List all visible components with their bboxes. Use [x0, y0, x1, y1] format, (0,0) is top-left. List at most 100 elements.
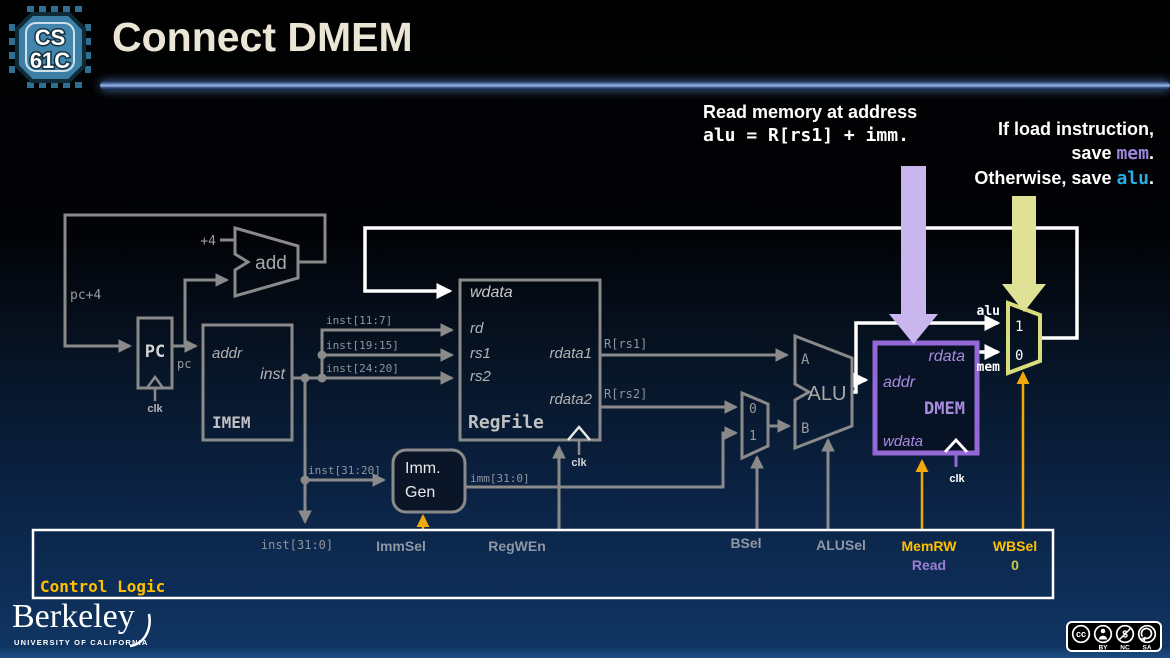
sa-label: SA	[1142, 645, 1151, 652]
alu-b-label: B	[801, 421, 809, 437]
cc-icon	[1071, 624, 1091, 644]
annotation-wb-line2: save mem.	[974, 141, 1154, 166]
sa-arrow-arc	[1140, 627, 1153, 640]
berkeley-subtitle: UNIVERSITY OF CALIFORNIA	[14, 638, 149, 647]
pc-plus4-label: pc+4	[70, 288, 101, 303]
add-block-shape	[233, 226, 300, 298]
logo-line1: CS	[35, 25, 66, 50]
pc-out-label: pc	[177, 357, 191, 371]
imm-to-mux-wire	[465, 426, 739, 489]
gray-blocks	[136, 226, 854, 514]
plus4-label: +4	[200, 234, 216, 249]
inst-24-20-label: inst[24:20]	[326, 362, 399, 375]
control-alusel-label: ALUSel	[816, 537, 866, 553]
diagram-labels: pc+4 +4 add PC pc clk addr inst IMEM ins…	[70, 234, 1023, 501]
annotation-read-memory: Read memory at address alu = R[rs1] + im…	[703, 100, 917, 148]
annotation-read-line1: Read memory at address	[703, 102, 918, 122]
cc-license-badge: cc $ BY NC SA	[1066, 621, 1162, 652]
berkeley-wordmark: Berkeley	[12, 598, 135, 635]
pc-label: PC	[145, 342, 165, 362]
control-wbsel-value: 0	[1011, 557, 1019, 573]
purple-down-arrow-icon	[889, 166, 938, 344]
bsel-mux-in0-label: 0	[749, 402, 757, 417]
yellow-down-arrow-icon	[1002, 196, 1046, 312]
orange-control-wires	[416, 371, 1030, 530]
nc-label: NC	[1120, 645, 1130, 652]
dmem-rdata-label: rdata	[929, 348, 966, 365]
regfile-rd-label: rd	[470, 320, 484, 337]
wb-line2-suffix: .	[1148, 143, 1154, 163]
pc-clk-triangle-icon	[145, 374, 165, 389]
title-underline	[100, 81, 1170, 90]
nc-icon	[1115, 624, 1135, 644]
sa-arrow-head	[1141, 636, 1146, 642]
annotation-wb-line1: If load instruction,	[998, 119, 1154, 139]
berkeley-swoosh-icon	[129, 613, 151, 648]
alu-a-label: A	[801, 352, 810, 368]
wb-line2-mem: mem	[1116, 143, 1149, 164]
regfile-label: RegFile	[468, 412, 544, 433]
pc-to-add-wire	[183, 273, 230, 346]
control-logic-title: Control Logic	[40, 577, 165, 596]
cs61c-logo: CS 61C	[9, 6, 91, 88]
nc-slash	[1118, 627, 1132, 641]
control-logic-box	[31, 528, 1055, 600]
r-rs1-label: R[rs1]	[604, 337, 647, 351]
wb-mux-shape	[1006, 300, 1042, 376]
sa-icon	[1137, 624, 1157, 644]
alu-block-shape	[793, 333, 854, 451]
wb-line2-prefix: save	[1071, 143, 1117, 163]
imem-label: IMEM	[212, 413, 251, 432]
chip-pins	[9, 6, 91, 88]
imem-box	[201, 323, 294, 442]
alu-wire-tag: alu	[977, 304, 1000, 319]
dmem-wdata-label: wdata	[883, 433, 923, 450]
inst-31-20-label: inst[31:20]	[308, 464, 381, 477]
r-rs2-label: R[rs2]	[604, 387, 647, 401]
wire-junctions	[300, 350, 327, 485]
control-regwen-label: RegWEn	[488, 538, 546, 554]
wb-mux-in1-label: 1	[1015, 319, 1023, 335]
dmem-clk-triangle-icon	[943, 437, 969, 453]
control-memrw-value: Read	[912, 557, 946, 573]
imm-31-0-label: imm[31:0]	[470, 472, 530, 485]
control-wbsel-label: WBSel	[993, 538, 1037, 554]
inst-19-15-label: inst[19:15]	[326, 339, 399, 352]
cc-license-icons: cc $ BY NC SA	[1071, 624, 1157, 652]
regfile-rdata2-label: rdata2	[549, 391, 592, 408]
imem-inst-label: inst	[260, 366, 285, 383]
footer-strip	[0, 648, 1170, 658]
annotation-read-line2: alu = R[rs1] + imm.	[703, 125, 909, 146]
regfile-clk-triangle-icon	[567, 425, 591, 441]
pc-plus4-loop-wire	[63, 213, 327, 353]
writeback-loop-wire	[363, 226, 1079, 340]
inst-rd-wire	[320, 323, 455, 378]
control-memrw-label: MemRW	[902, 538, 958, 554]
mem-wire-tag: mem	[977, 360, 1001, 375]
alu-label: ALU	[808, 383, 847, 405]
wb-line3-alu: alu	[1116, 168, 1149, 189]
immgen-box	[391, 448, 467, 514]
page-title: Connect DMEM	[112, 14, 413, 60]
dmem-addr-label: addr	[883, 374, 916, 391]
wb-mux-in0-label: 0	[1015, 348, 1023, 364]
control-labels: inst[31:0] ImmSel RegWEn BSel ALUSel Mem…	[40, 535, 1037, 596]
gray-wires	[63, 213, 835, 530]
chip-inner	[25, 22, 75, 72]
cc-glyph: cc	[1076, 629, 1086, 639]
by-person-body	[1098, 635, 1108, 640]
control-immsel-label: ImmSel	[376, 538, 426, 554]
dmem-clk-label: clk	[949, 473, 965, 485]
imem-addr-label: addr	[212, 345, 243, 362]
by-label: BY	[1098, 645, 1108, 652]
control-bsel-label: BSel	[730, 535, 761, 551]
regfile-rdata1-label: rdata1	[549, 345, 592, 362]
by-icon	[1093, 624, 1113, 644]
bsel-mux-in1-label: 1	[749, 429, 757, 444]
immgen-line1-label: Imm.	[405, 460, 441, 477]
wb-line3-prefix: Otherwise, save	[974, 168, 1117, 188]
logo-line2: 61C	[30, 48, 70, 73]
regfile-box	[458, 278, 602, 442]
annotation-wb-line3: Otherwise, save alu.	[974, 166, 1154, 191]
regfile-wdata-label: wdata	[470, 284, 513, 301]
